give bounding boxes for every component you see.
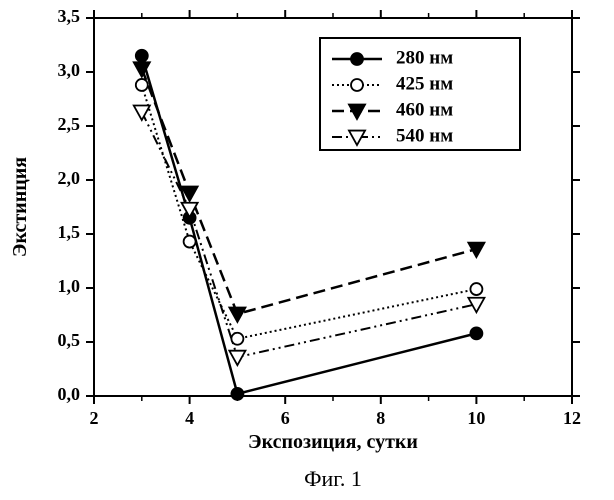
- legend-label: 425 нм: [396, 73, 453, 94]
- legend-label: 460 нм: [396, 99, 453, 120]
- y-tick-label: 1,0: [58, 276, 81, 296]
- legend-label: 280 нм: [396, 47, 453, 68]
- x-tick-label: 10: [467, 408, 485, 428]
- y-tick-label: 1,5: [58, 222, 81, 242]
- x-tick-label: 4: [185, 408, 194, 428]
- y-tick-label: 3,5: [58, 6, 81, 26]
- x-axis-label: Экспозиция, сутки: [248, 431, 418, 453]
- x-tick-label: 12: [563, 408, 581, 428]
- y-tick-label: 3,0: [58, 60, 81, 80]
- figure-container: 0,0 0,5 1,0 1,5 2,0 2,5 3,0 3,5 2 4 6 8 10 12 Экстинци…: [0, 0, 614, 500]
- y-tick-label: 0,5: [58, 330, 81, 350]
- x-tick-label: 2: [90, 408, 99, 428]
- figure-caption: Фиг. 1: [304, 466, 362, 491]
- x-tick-label: 6: [281, 408, 290, 428]
- legend: 280 нм 425 нм 460 нм 540 нм: [320, 38, 520, 150]
- y-tick-label: 2,0: [58, 168, 81, 188]
- x-tick-label: 8: [376, 408, 385, 428]
- line-chart: 0,0 0,5 1,0 1,5 2,0 2,5 3,0 3,5 2 4 6 8 10 12 Экстинци…: [0, 0, 614, 500]
- legend-label: 540 нм: [396, 125, 453, 146]
- y-axis-label: Экстинция: [9, 157, 31, 257]
- y-tick-label: 2,5: [58, 114, 81, 134]
- y-tick-label: 0,0: [58, 384, 81, 404]
